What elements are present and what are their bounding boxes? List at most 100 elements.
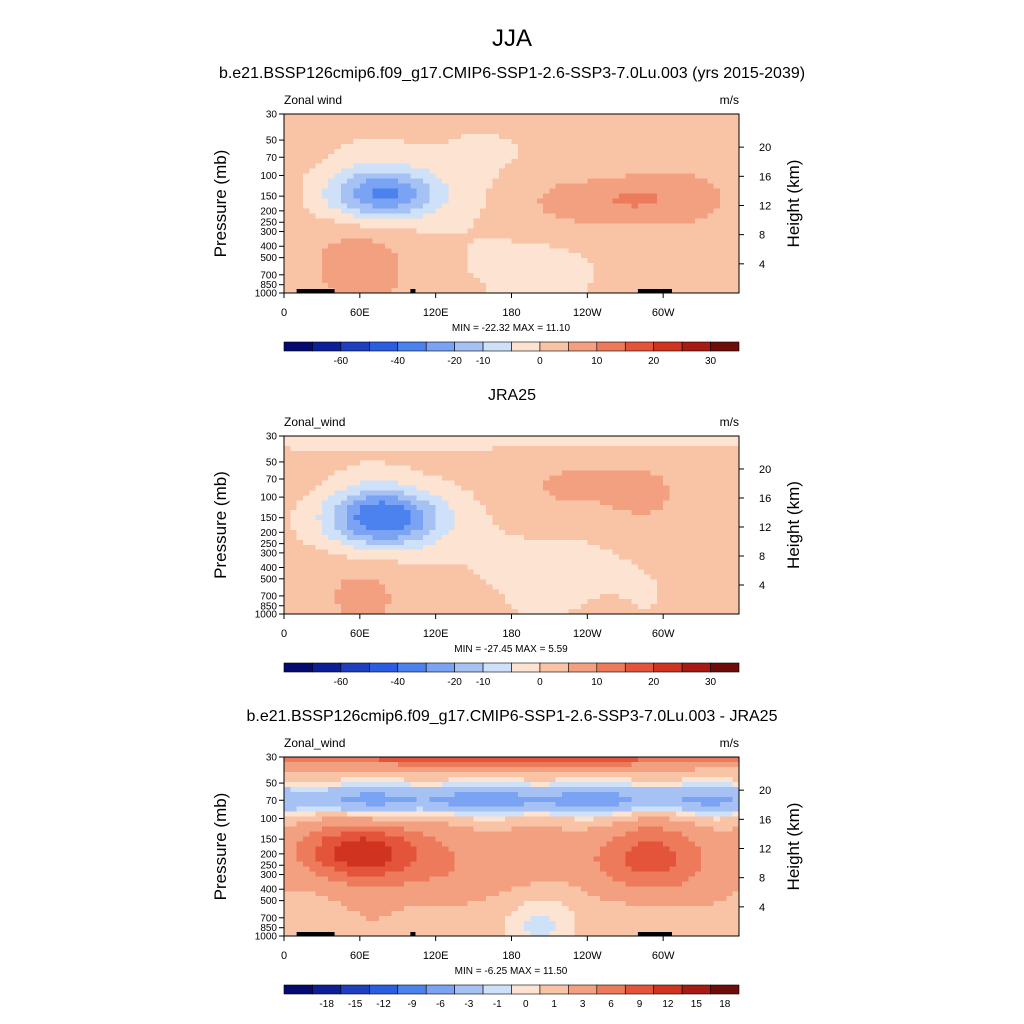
field-cell xyxy=(631,450,639,457)
field-cell xyxy=(505,460,513,467)
field-cell xyxy=(505,263,513,269)
field-cell xyxy=(656,450,664,457)
field-cell xyxy=(492,559,500,566)
field-cell xyxy=(694,490,702,496)
field-cell xyxy=(682,238,690,244)
field-cell xyxy=(397,569,405,576)
field-cell xyxy=(720,248,727,254)
field-cell xyxy=(397,138,405,145)
field-cell xyxy=(599,569,607,576)
field-cell xyxy=(530,193,538,200)
field-cell xyxy=(385,534,393,541)
field-cell xyxy=(549,253,557,259)
field-cell xyxy=(448,544,456,551)
field-cell xyxy=(385,525,393,531)
field-cell xyxy=(656,238,664,244)
field-cell xyxy=(410,480,418,487)
field-cell xyxy=(543,263,551,269)
field-cell xyxy=(385,278,393,284)
field-cell xyxy=(599,549,607,556)
field-cell xyxy=(479,173,487,180)
field-cell xyxy=(479,258,487,264)
field-cell xyxy=(296,465,304,472)
field-cell xyxy=(637,569,645,576)
field-cell xyxy=(675,123,683,130)
field-cell xyxy=(479,569,487,576)
field-cell xyxy=(448,248,456,254)
field-cell xyxy=(701,500,708,506)
field-cell xyxy=(663,223,671,229)
field-cell xyxy=(378,183,386,190)
field-cell xyxy=(593,183,601,190)
field-cell xyxy=(562,118,569,125)
field-cell xyxy=(669,243,677,249)
field-cell xyxy=(397,148,405,155)
field-cell xyxy=(473,490,481,496)
units-label: m/s xyxy=(720,93,739,107)
field-cell xyxy=(460,283,468,289)
field-cell xyxy=(524,544,532,551)
field-cell xyxy=(473,569,481,576)
field-cell xyxy=(625,460,633,467)
field-cell xyxy=(454,213,462,220)
field-cell xyxy=(530,218,538,224)
field-cell xyxy=(385,564,393,571)
field-cell xyxy=(416,559,424,566)
field-cell xyxy=(688,203,696,210)
field-cell xyxy=(644,505,652,511)
field-cell xyxy=(669,288,677,294)
field-cell xyxy=(536,485,544,491)
field-cell xyxy=(302,208,310,215)
field-cell xyxy=(543,178,551,185)
field-cell xyxy=(397,510,405,516)
field-cell xyxy=(637,505,645,511)
field-cell xyxy=(599,529,607,536)
field-cell xyxy=(391,495,399,501)
field-cell xyxy=(618,460,626,467)
field-cell xyxy=(669,228,677,234)
field-cell xyxy=(479,223,487,229)
field-cell xyxy=(429,123,437,130)
field-cell xyxy=(284,163,291,170)
field-cell xyxy=(397,505,405,511)
field-cell xyxy=(404,163,411,170)
field-cell xyxy=(441,505,449,511)
field-cell xyxy=(637,123,645,130)
field-cell xyxy=(498,248,506,254)
field-cell xyxy=(568,193,576,200)
field-cell xyxy=(688,123,696,130)
field-cell xyxy=(366,534,374,541)
field-cell xyxy=(467,178,475,185)
field-cell xyxy=(302,470,310,477)
field-cell xyxy=(631,143,639,150)
field-cell xyxy=(701,460,708,467)
field-cell xyxy=(644,534,652,541)
field-cell xyxy=(404,238,411,244)
field-cell xyxy=(460,158,468,165)
field-cell xyxy=(581,495,588,501)
field-cell xyxy=(568,173,576,180)
field-cell xyxy=(606,288,614,294)
field-cell xyxy=(682,544,690,551)
field-cell xyxy=(606,153,614,160)
field-cell xyxy=(441,485,449,491)
field-cell xyxy=(328,133,336,140)
field-cell xyxy=(347,238,355,244)
field-cell xyxy=(492,208,500,215)
field-cell xyxy=(309,163,317,170)
field-cell xyxy=(612,173,620,180)
field-cell xyxy=(637,198,645,205)
field-cell xyxy=(321,218,329,224)
field-cell xyxy=(397,198,405,205)
field-cell xyxy=(385,253,393,259)
field-cell xyxy=(663,138,671,145)
field-cell xyxy=(618,158,626,165)
field-cell xyxy=(435,148,443,155)
field-cell xyxy=(644,118,652,125)
field-cell xyxy=(385,510,393,516)
field-cell xyxy=(707,470,715,477)
field-cell xyxy=(492,569,500,576)
field-cell xyxy=(606,455,614,462)
field-cell xyxy=(618,153,626,160)
field-cell xyxy=(574,574,582,580)
